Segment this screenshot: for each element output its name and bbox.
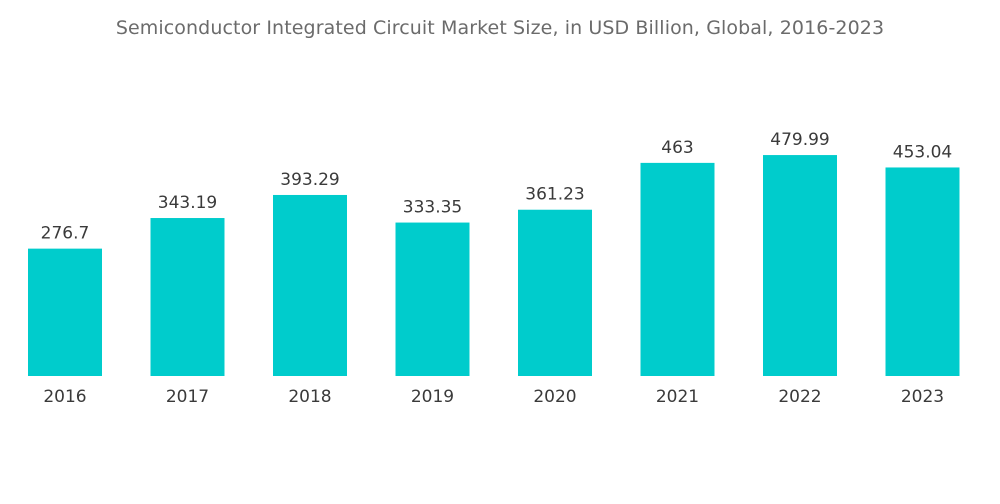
bar-2022 <box>763 155 837 376</box>
value-label-2019: 333.35 <box>403 198 462 218</box>
chart-title: Semiconductor Integrated Circuit Market … <box>115 17 885 39</box>
bar-2016 <box>28 248 102 376</box>
x-tick-label-2020: 2020 <box>533 387 576 407</box>
bar-2019 <box>395 222 470 376</box>
value-labels-layer: 276.7 343.19 393.29 333.35 361.23 463 479.99 45… <box>41 130 953 244</box>
x-tick-label-2023: 2023 <box>901 387 944 407</box>
bar-2023 <box>885 167 960 376</box>
x-tick-label-2021: 2021 <box>656 387 699 407</box>
bar-2021 <box>640 162 715 376</box>
x-tick-label-2018: 2018 <box>288 387 331 407</box>
bar-2020 <box>518 209 592 376</box>
x-tick-label-2016: 2016 <box>43 387 86 407</box>
bar-2018 <box>273 194 347 376</box>
x-tick-label-2022: 2022 <box>778 387 821 407</box>
bar-2017 <box>150 218 225 376</box>
x-tick-label-2017: 2017 <box>166 387 209 407</box>
value-label-2017: 343.19 <box>158 193 217 213</box>
value-label-2016: 276.7 <box>41 224 90 244</box>
x-tick-label-2019: 2019 <box>411 387 454 407</box>
value-label-2021: 463 <box>661 138 693 158</box>
value-label-2023: 453.04 <box>893 142 952 162</box>
value-label-2018: 393.29 <box>280 170 339 190</box>
bars-layer <box>28 155 960 376</box>
value-label-2022: 479.99 <box>770 130 829 150</box>
value-label-2020: 361.23 <box>525 185 584 205</box>
x-axis-tick-labels: 2016 2017 2018 2019 2020 2021 2022 2023 <box>43 387 944 407</box>
